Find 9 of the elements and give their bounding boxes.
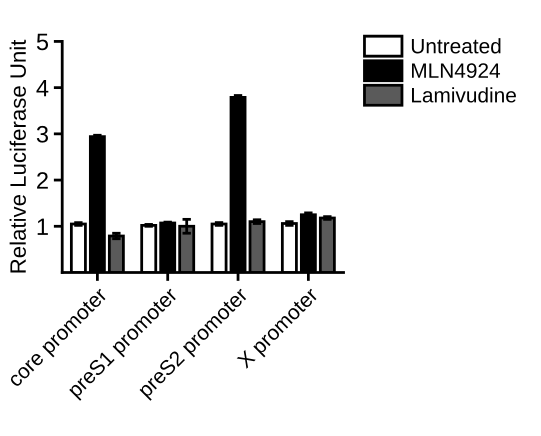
y-axis-title: Relative Luciferase Unit bbox=[10, 40, 26, 272]
y-tick-label: 2 bbox=[37, 172, 48, 189]
y-tick-label: 3 bbox=[36, 126, 48, 143]
y-tick-label: 4 bbox=[36, 80, 48, 96]
legend-label: Lamivudine bbox=[412, 87, 516, 103]
legend-label: Untreated bbox=[412, 38, 500, 54]
legend-label: MLN4924 bbox=[412, 63, 500, 78]
y-tick-label: 5 bbox=[36, 34, 48, 50]
y-tick-label: 1 bbox=[38, 218, 48, 235]
